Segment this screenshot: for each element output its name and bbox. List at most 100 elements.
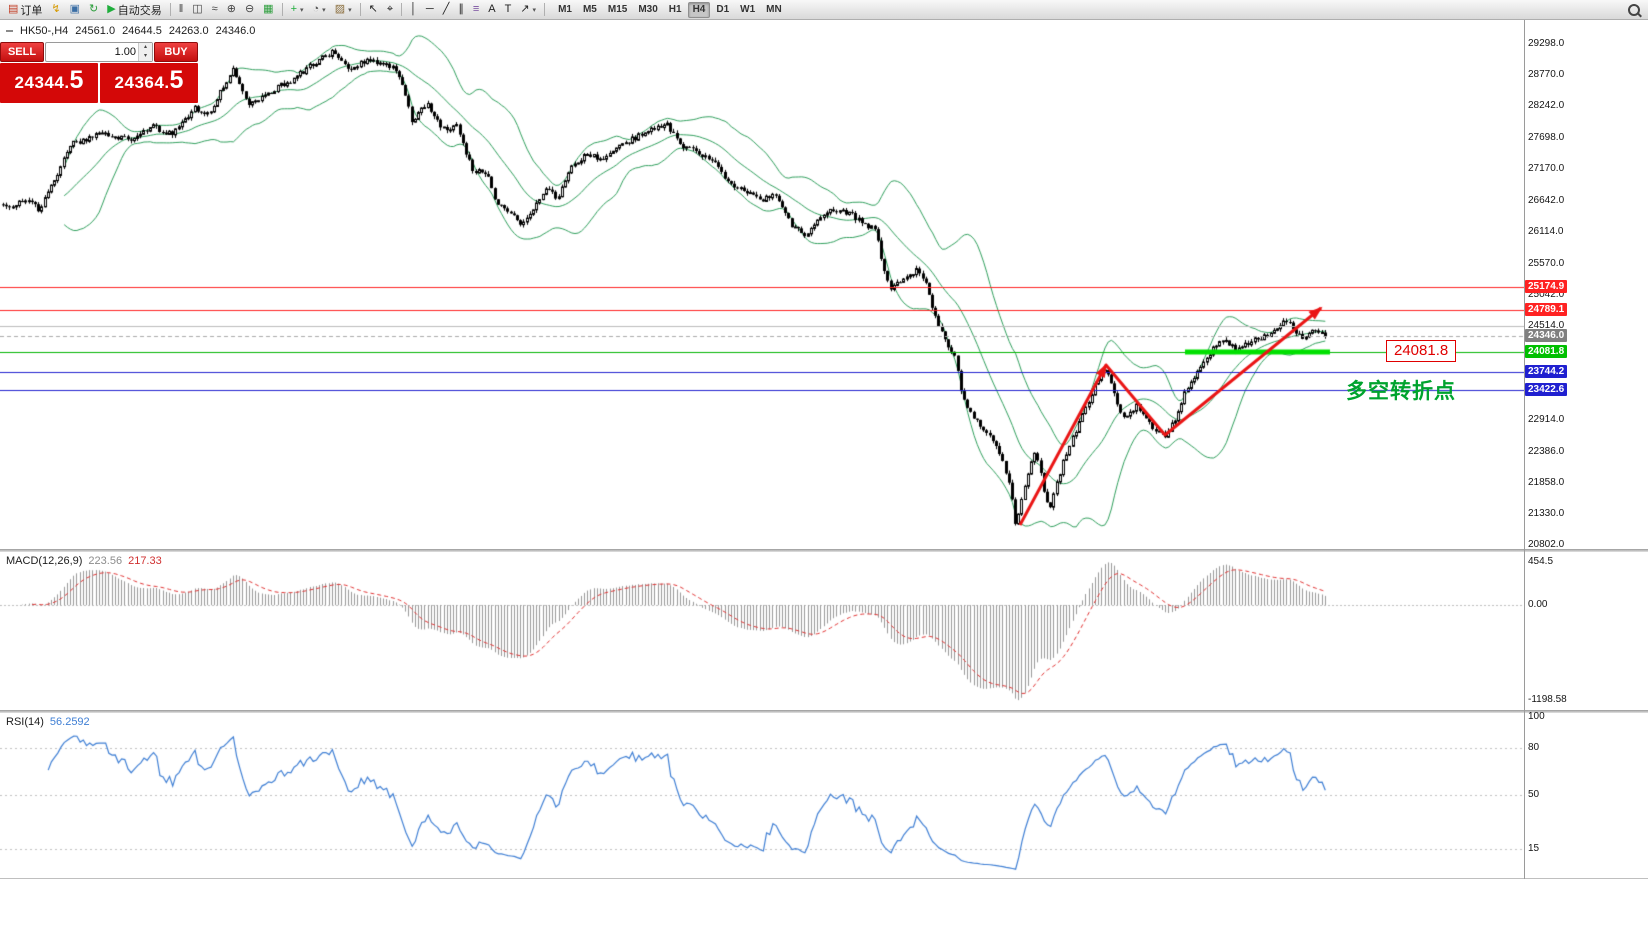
volume-up-icon[interactable]: ▴ <box>139 43 152 52</box>
ohlc-open: 24561.0 <box>75 25 116 37</box>
fibonacci-icon: ≡ <box>472 3 480 15</box>
text-button[interactable]: A <box>484 1 499 18</box>
market-watch-button[interactable]: ↯ <box>47 1 64 18</box>
price-tag[interactable]: 23744.2 <box>1525 364 1568 378</box>
tile-windows-icon: ▦ <box>263 3 274 15</box>
autotrading-button-label: 自动交易 <box>117 4 162 17</box>
price-tag[interactable]: 24346.0 <box>1525 329 1568 342</box>
crosshair-icon: ⌖ <box>386 3 394 15</box>
zoom-out-button[interactable]: ⊖ <box>241 1 258 18</box>
channel-icon: ∥ <box>458 3 464 15</box>
zoom-out-icon: ⊖ <box>244 3 255 15</box>
timeframe-group: M1 M5 M15 M30 H1 H4 D1 W1 MN <box>553 1 787 18</box>
timeframe-m5[interactable]: M5 <box>578 2 602 18</box>
panel-divider[interactable] <box>0 710 1648 713</box>
price-annotation-box[interactable]: 24081.8 <box>1386 340 1457 362</box>
caret-down-icon: ▾ <box>300 6 304 14</box>
volume-input[interactable] <box>46 46 138 58</box>
rsi-panel-canvas[interactable] <box>0 713 1524 878</box>
candlestick-chart-icon: ◫ <box>192 3 203 15</box>
toolbar-separator <box>169 3 171 16</box>
panel-divider[interactable] <box>0 549 1648 552</box>
periods-icon: ◔ <box>312 3 320 15</box>
timeframe-d1[interactable]: D1 <box>711 2 734 18</box>
vertical-line-button[interactable]: │ <box>406 1 421 18</box>
ohlc-low: 24263.0 <box>168 25 209 37</box>
price-axis-label: 21858.0 <box>1528 476 1565 488</box>
search-button[interactable] <box>1624 1 1644 18</box>
price-axis-border <box>1524 20 1525 879</box>
new-order-icon: ▤ <box>8 3 19 15</box>
timeframe-m15[interactable]: M15 <box>603 2 632 18</box>
time-axis[interactable]: Dec 201912 Dec 05:0018 Dec 05:0027 Dec 0… <box>0 879 1648 899</box>
templates-button[interactable]: ▨ ▾ <box>331 1 356 18</box>
line-chart-icon: ≈ <box>211 3 218 15</box>
price-tag[interactable]: 25174.9 <box>1525 280 1568 294</box>
price-axis-label: 26114.0 <box>1528 225 1564 237</box>
volume-down-icon[interactable]: ▾ <box>139 52 152 61</box>
sell-price-frac: 5 <box>69 65 84 94</box>
buy-button[interactable]: BUY <box>154 42 198 62</box>
indicators-button[interactable]: + ▾ <box>287 1 308 18</box>
cursor-button[interactable]: ↖ <box>365 1 382 18</box>
new-order-button[interactable]: ▤ 订单 <box>4 1 46 18</box>
timeframe-mn[interactable]: MN <box>761 2 787 18</box>
volume-stepper[interactable]: ▴ ▾ <box>45 42 153 62</box>
tile-windows-button[interactable]: ▦ <box>259 1 277 18</box>
trendline-button[interactable]: ╱ <box>439 1 454 18</box>
label-button[interactable]: T <box>501 1 516 18</box>
caret-down-icon: ▾ <box>322 6 326 14</box>
timeframe-h4[interactable]: H4 <box>687 1 711 18</box>
turning-point-label[interactable]: 多空转折点 <box>1346 380 1456 403</box>
zoom-in-icon: ⊕ <box>226 3 236 15</box>
time-axis-divider <box>0 878 1648 879</box>
bar-chart-button[interactable]: ‖ <box>175 1 188 18</box>
refresh-icon: ↻ <box>89 3 99 15</box>
channel-button[interactable]: ∥ <box>454 1 468 18</box>
timeframe-m30[interactable]: M30 <box>633 2 662 18</box>
buy-price[interactable]: 24364. 5 <box>100 63 198 103</box>
rsi-axis-label: 50 <box>1528 788 1540 800</box>
fibonacci-button[interactable]: ≡ <box>469 1 483 18</box>
arrows-button[interactable]: ↗ ▾ <box>516 1 540 18</box>
bar-chart-icon: ‖ <box>178 3 184 15</box>
timeframe-w1[interactable]: W1 <box>735 2 760 18</box>
sell-button[interactable]: SELL <box>0 42 44 62</box>
price-axis-label: 20802.0 <box>1528 539 1565 550</box>
horizontal-line-button[interactable]: ─ <box>422 1 438 18</box>
zoom-in-button[interactable]: ⊕ <box>223 1 240 18</box>
candlestick-chart-button[interactable]: ◫ <box>188 1 206 18</box>
timeframe-h1[interactable]: H1 <box>664 2 687 18</box>
macd-panel-canvas[interactable] <box>0 552 1524 710</box>
autotrading-button[interactable]: ▶ 自动交易 <box>103 1 165 18</box>
buy-price-frac: 5 <box>169 65 184 94</box>
rsi-axis-label: 100 <box>1528 711 1545 722</box>
rsi-name: RSI(14) <box>6 716 44 728</box>
toolbar-separator <box>359 3 361 16</box>
line-chart-button[interactable]: ≈ <box>208 1 222 18</box>
indicators-icon: + <box>290 3 297 15</box>
sell-price[interactable]: 24344. 5 <box>0 63 98 103</box>
arrows-icon: ↗ <box>520 3 530 15</box>
price-axis-label: 25570.0 <box>1528 257 1565 269</box>
crosshair-button[interactable]: ⌖ <box>383 1 397 18</box>
price-tag[interactable]: 24081.8 <box>1525 344 1568 358</box>
rsi-axis-label: 15 <box>1528 842 1540 854</box>
templates-icon: ▨ <box>334 3 346 15</box>
refresh-button[interactable]: ↻ <box>85 1 102 18</box>
macd-axis-label: -1198.58 <box>1528 694 1567 706</box>
chart-header: HK50-,H4 24561.0 24644.5 24263.0 24346.0 <box>6 25 255 37</box>
new-order-button-label: 订单 <box>20 4 43 17</box>
price-tag[interactable]: 23422.6 <box>1525 383 1568 397</box>
rsi-axis-label: 80 <box>1528 742 1540 753</box>
volume-spin-buttons: ▴ ▾ <box>138 43 152 61</box>
timeframe-m1[interactable]: M1 <box>553 2 577 18</box>
data-window-button[interactable]: ▣ <box>66 1 84 18</box>
horizontal-line-icon: ─ <box>425 3 434 15</box>
search-icon <box>1628 3 1640 16</box>
vertical-line-icon: │ <box>410 3 417 15</box>
main-chart-canvas[interactable] <box>0 20 1524 549</box>
price-tag[interactable]: 24789.1 <box>1525 302 1568 316</box>
periods-button[interactable]: ◔ ▾ <box>309 1 330 18</box>
ohlc-high: 24644.5 <box>122 25 162 37</box>
